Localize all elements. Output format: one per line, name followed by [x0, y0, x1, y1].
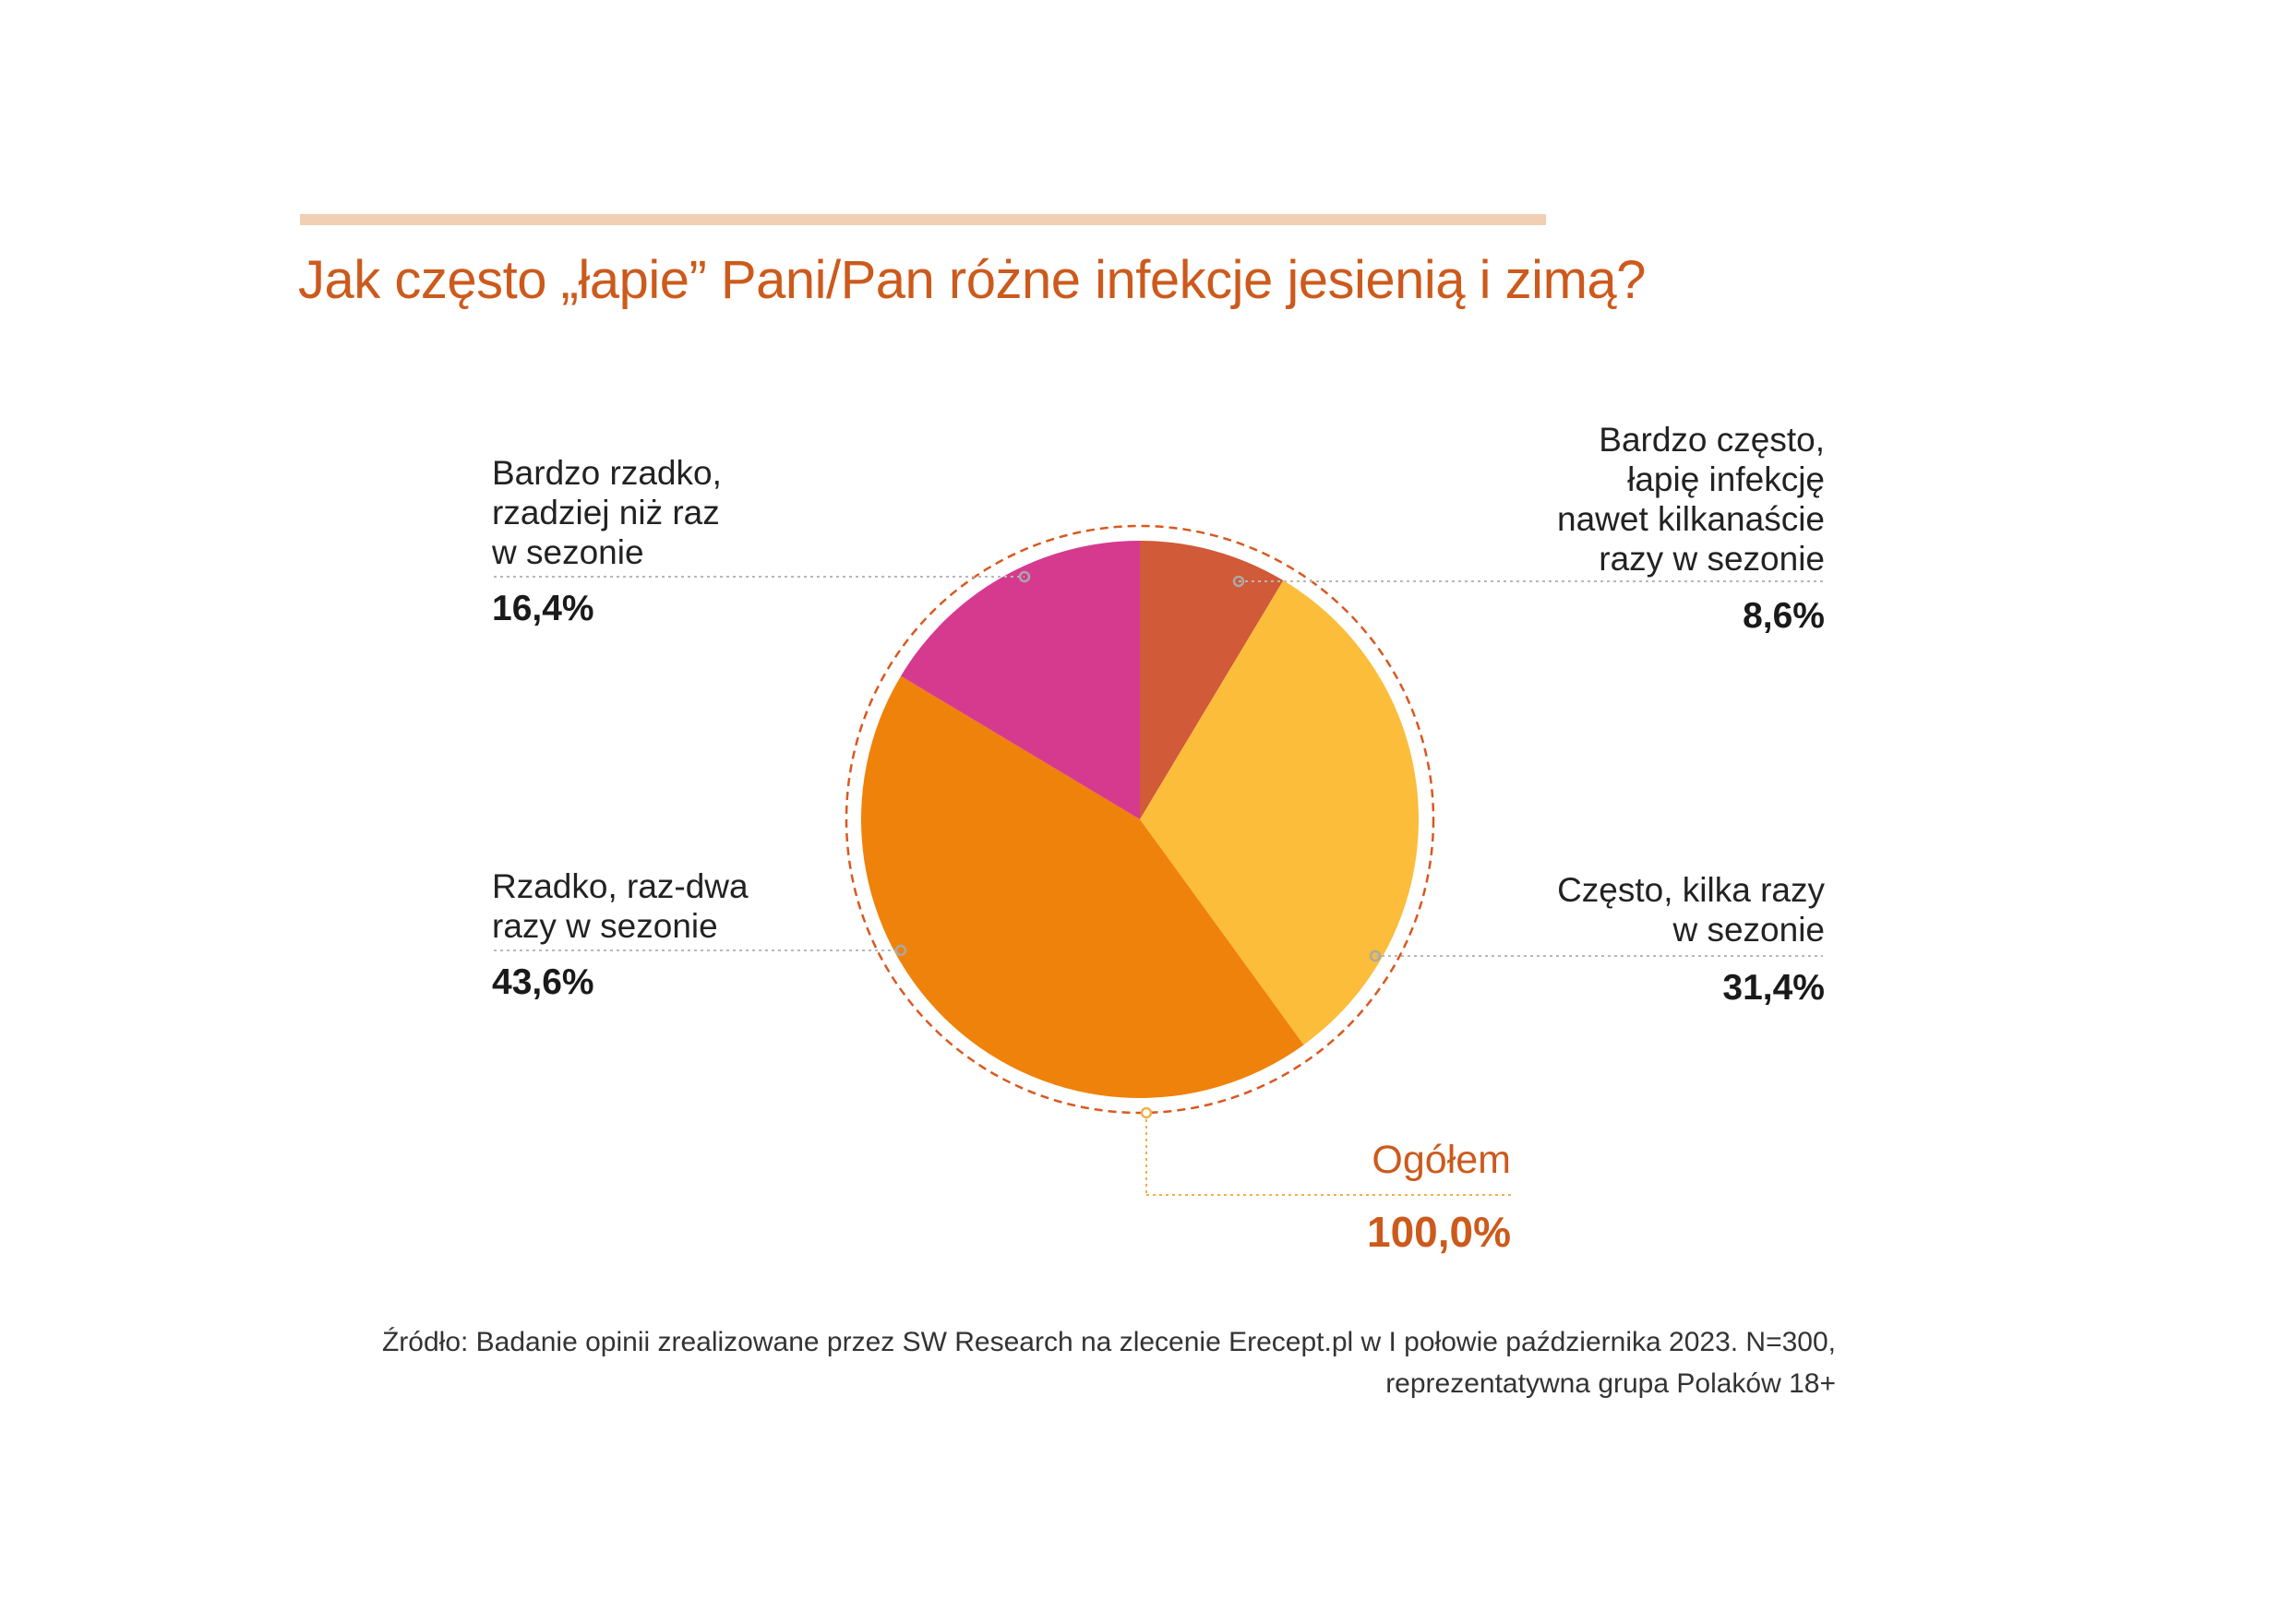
total-leader-dot [1140, 1106, 1153, 1119]
label-line: Rzadko, raz-dwa [492, 867, 749, 905]
slice-bardzo-rzadko [901, 541, 1140, 819]
label-line: w sezonie [492, 533, 644, 571]
slice-rzadko [861, 675, 1304, 1098]
pie-outer-ring [845, 524, 1435, 1115]
label-bardzo-rzadko: Bardzo rzadko, rzadziej niż raz w sezoni… [492, 453, 722, 572]
label-line: w sezonie [1672, 911, 1825, 949]
slice-czesto [1140, 580, 1419, 1045]
leader-lines [494, 576, 1823, 957]
label-line: Często, kilka razy [1557, 871, 1825, 909]
value-bardzo-rzadko: 16,4% [492, 589, 594, 628]
label-line: Bardzo często, [1599, 421, 1825, 459]
leader-dots [894, 570, 1382, 962]
pie-slices [861, 541, 1419, 1098]
label-line: nawet kilkanaście [1557, 500, 1825, 538]
label-line: łapię infekcję [1627, 460, 1825, 498]
value-rzadko: 43,6% [492, 962, 594, 1002]
leader-dot-bardzo-czesto [1232, 575, 1245, 588]
value-czesto: 31,4% [1722, 968, 1825, 1008]
leader-dot-czesto [1369, 949, 1382, 962]
leader-dot-bardzo-rzadko [1018, 570, 1031, 583]
leader-dot-rzadko [894, 944, 907, 957]
page-title: Jak często „łapie” Pani/Pan różne infekc… [298, 250, 1646, 310]
label-rzadko: Rzadko, raz-dwa razy w sezonie [492, 866, 749, 946]
title-accent-bar [300, 214, 1546, 225]
value-bardzo-czesto: 8,6% [1743, 596, 1825, 636]
label-line: Bardzo rzadko, [492, 454, 722, 492]
label-line: razy w sezonie [1599, 540, 1825, 578]
label-line: razy w sezonie [492, 907, 718, 945]
label-line: rzadziej niż raz [492, 494, 720, 531]
total-value: 100,0% [1366, 1208, 1511, 1256]
label-bardzo-czesto: Bardzo często, łapię infekcję nawet kilk… [1557, 420, 1825, 579]
source-line: reprezentatywna grupa Polaków 18+ [1385, 1368, 1836, 1399]
total-label: Ogółem [1372, 1138, 1511, 1182]
source-note: Źródło: Badanie opinii zrealizowane prze… [382, 1321, 1836, 1404]
slice-bardzo-czesto [1140, 541, 1284, 819]
total-leader [1145, 1113, 1511, 1196]
label-czesto: Często, kilka razy w sezonie [1557, 870, 1825, 949]
source-line: Źródło: Badanie opinii zrealizowane prze… [381, 1327, 1836, 1357]
